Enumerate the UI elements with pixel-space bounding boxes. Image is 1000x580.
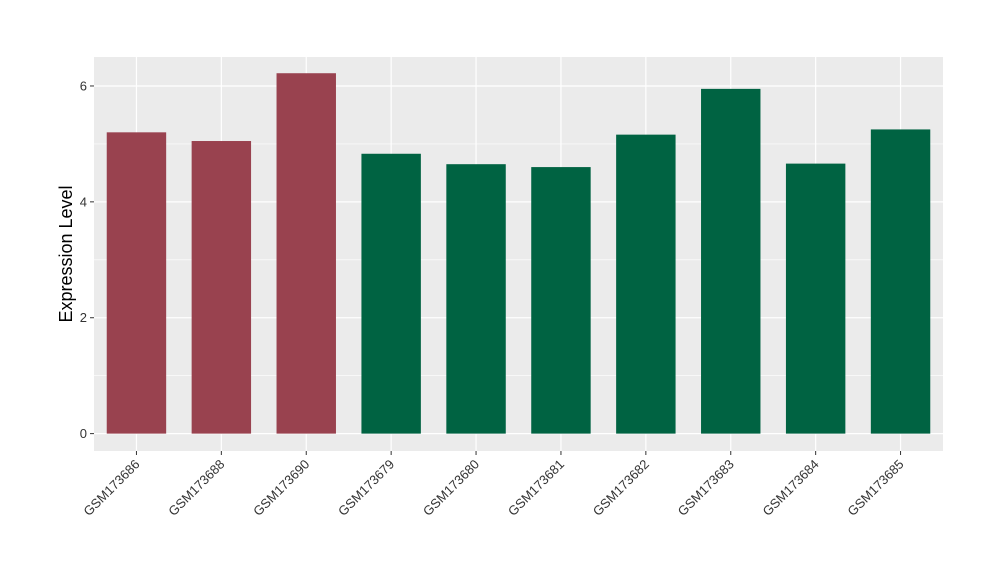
bar-GSM173690 <box>276 73 336 434</box>
y-axis: 0 2 4 6 <box>80 78 94 441</box>
x-tick-label: GSM173681 <box>505 457 567 519</box>
bar-GSM173686 <box>106 132 167 434</box>
bar-GSM173681 <box>531 167 591 434</box>
x-axis: GSM173686 GSM173688 GSM173690 GSM173679 GSM1… <box>80 451 907 519</box>
x-tick-label: GSM173690 <box>250 457 312 519</box>
bar-GSM173688 <box>191 141 252 434</box>
y-tick-label: 4 <box>80 194 87 209</box>
bar-GSM173683 <box>701 88 761 434</box>
x-tick-label: GSM173688 <box>165 457 227 519</box>
bar-GSM173679 <box>361 153 421 434</box>
y-tick-label: 0 <box>80 426 87 441</box>
x-tick-label: GSM173680 <box>420 457 482 519</box>
bars <box>106 73 931 434</box>
bar-GSM173684 <box>785 163 846 434</box>
y-axis-title: Expression Level <box>56 185 76 322</box>
bar-GSM173680 <box>446 164 506 434</box>
x-tick-label: GSM173682 <box>590 457 652 519</box>
x-tick-label: GSM173686 <box>80 457 142 519</box>
y-tick-label: 6 <box>80 78 87 93</box>
bar-GSM173682 <box>616 134 676 434</box>
y-tick-label: 2 <box>80 310 87 325</box>
x-tick-label: GSM173683 <box>675 457 737 519</box>
x-tick-label: GSM173684 <box>760 457 822 519</box>
x-tick-label: GSM173685 <box>844 457 906 519</box>
x-tick-label: GSM173679 <box>335 457 397 519</box>
bar-GSM173685 <box>870 129 931 434</box>
